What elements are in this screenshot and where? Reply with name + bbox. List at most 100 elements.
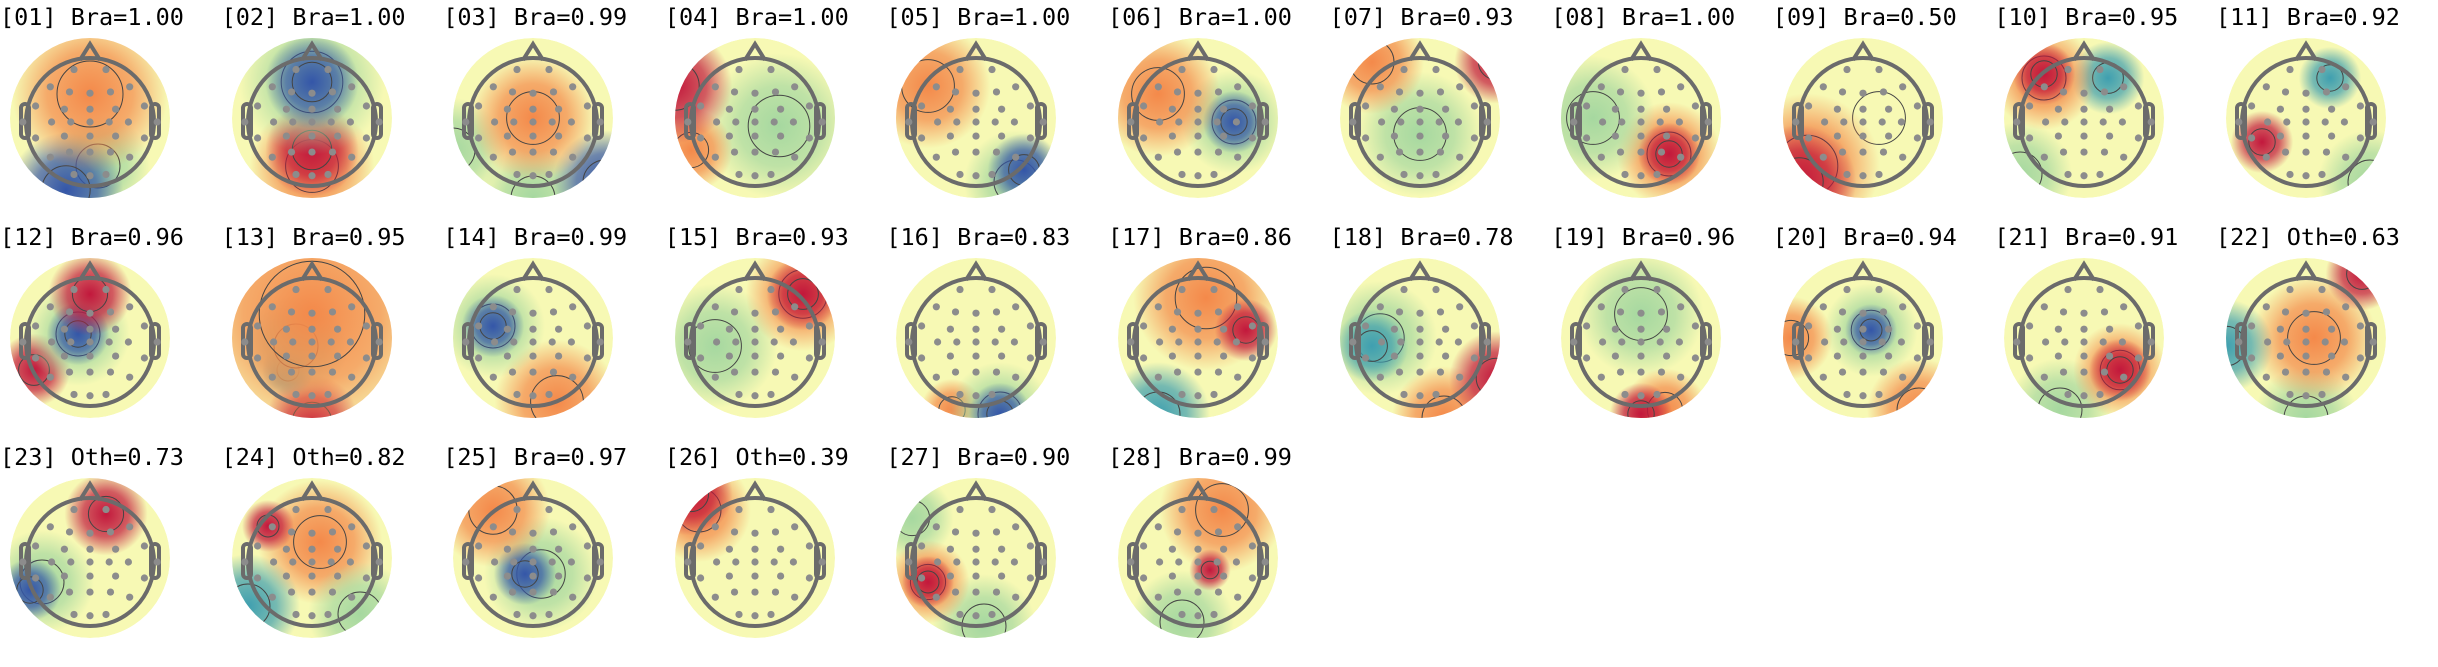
electrode: [988, 285, 996, 294]
electrode: [918, 354, 926, 362]
electrode: [972, 148, 980, 156]
electrode: [1833, 132, 1841, 140]
electrode: [1675, 118, 1684, 126]
topomap-06: [06] Bra=1.00: [1108, 2, 1329, 224]
electrode: [1843, 285, 1851, 294]
electrode: [307, 148, 316, 156]
electrode: [751, 392, 759, 400]
electrode: [918, 574, 926, 582]
electrode: [503, 572, 512, 580]
electrode: [569, 373, 577, 381]
electrode: [362, 574, 370, 582]
electrode: [2041, 373, 2049, 381]
electrode: [46, 83, 54, 91]
electrode: [112, 352, 120, 360]
electrode: [1791, 118, 1800, 126]
topomap-26: [26] Oth=0.39: [665, 442, 886, 664]
electrode: [583, 354, 592, 362]
topomap-16: [16] Bra=0.83: [886, 222, 1107, 444]
electrode: [86, 172, 94, 180]
electrode: [287, 148, 295, 156]
contour-line: [2248, 128, 2276, 156]
electrode: [1039, 558, 1048, 566]
electrode: [972, 545, 980, 553]
electrode: [1820, 118, 1828, 126]
electrode: [2147, 118, 2156, 126]
electrode: [569, 593, 577, 601]
electrode: [1658, 88, 1666, 96]
electrode: [1027, 134, 1035, 142]
electrode: [767, 285, 775, 294]
electrode: [2302, 392, 2310, 400]
contour-line: [582, 159, 614, 198]
electrode: [2147, 338, 2156, 346]
electrode: [2120, 303, 2128, 311]
electrode: [1597, 83, 1606, 91]
electrode: [947, 572, 955, 580]
electrode: [105, 558, 113, 566]
electrode: [268, 83, 276, 91]
topomap-title: [11] Bra=0.92: [2216, 3, 2400, 31]
electrode: [1140, 574, 1148, 582]
electrode: [550, 308, 558, 316]
electrode: [1653, 170, 1661, 179]
topomap-05: [05] Bra=1.00: [886, 2, 1107, 224]
electrode: [1838, 148, 1846, 156]
electrode: [2080, 338, 2088, 346]
electrode: [751, 352, 759, 360]
electrode: [307, 89, 316, 97]
electrode: [2302, 368, 2310, 376]
topomap-title: [08] Bra=1.00: [1551, 3, 1736, 31]
electrode: [790, 83, 799, 91]
electrode: [1127, 338, 1135, 346]
electrode: [1617, 308, 1625, 316]
electrode: [1570, 338, 1578, 346]
electrode: [555, 325, 563, 333]
electrode: [972, 352, 980, 360]
electrode: [998, 325, 1006, 333]
electrode: [550, 528, 558, 536]
contour-line: [1566, 91, 1621, 145]
electrode: [70, 65, 78, 74]
electrode: [972, 572, 980, 580]
electrode: [1611, 105, 1620, 113]
electrode: [1213, 118, 1221, 126]
activation-blob: [987, 133, 1057, 198]
electrode: [2342, 303, 2350, 311]
electrode: [491, 558, 499, 566]
electrode: [328, 528, 336, 536]
electrode: [1261, 118, 1269, 126]
topomap-title: [12] Bra=0.96: [0, 223, 184, 251]
electrode: [2099, 338, 2108, 346]
activation-blob: [969, 382, 1032, 418]
electrode: [333, 325, 341, 333]
electrode: [1618, 338, 1626, 346]
electrode: [2101, 88, 2109, 96]
electrode: [2096, 65, 2104, 74]
activation-blob: [1609, 382, 1673, 418]
electrode: [1859, 392, 1867, 400]
electrode: [328, 588, 336, 596]
topomap-22: [22] Oth=0.63: [2216, 222, 2437, 444]
electrode: [2080, 392, 2088, 400]
topomap-10: [10] Bra=0.95: [1994, 2, 2215, 224]
electrode: [751, 132, 759, 140]
electrode: [491, 338, 499, 346]
electrode: [2096, 390, 2104, 399]
electrode: [918, 102, 926, 110]
electrode: [731, 558, 740, 566]
electrode: [126, 303, 134, 311]
contour-line: [56, 60, 124, 128]
electrode: [2369, 118, 2377, 126]
electrode: [2120, 373, 2128, 381]
electrode: [1140, 102, 1148, 110]
electrode: [307, 612, 316, 620]
electrode: [140, 102, 148, 110]
electrode: [1011, 558, 1019, 566]
electrode: [1611, 132, 1620, 140]
topomap-title: [01] Bra=1.00: [0, 3, 184, 31]
contour-line: [1220, 108, 1248, 136]
electrode: [2135, 102, 2143, 110]
electrode: [596, 338, 604, 346]
electrode: [1415, 338, 1424, 346]
